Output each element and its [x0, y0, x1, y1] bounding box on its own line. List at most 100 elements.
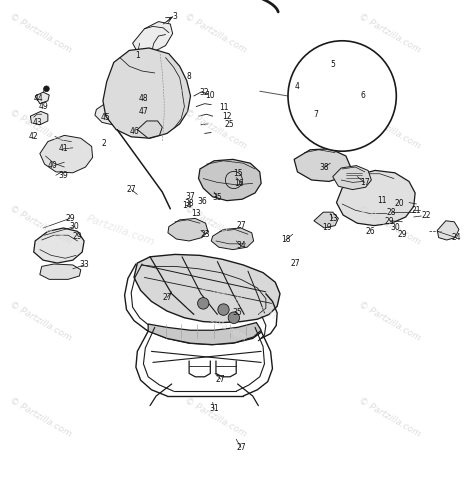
Text: 41: 41	[59, 144, 68, 153]
Polygon shape	[40, 135, 92, 173]
Text: 1: 1	[135, 51, 140, 60]
Text: 18: 18	[281, 236, 291, 244]
Text: 29: 29	[65, 214, 75, 223]
Polygon shape	[168, 218, 208, 241]
Text: © Partzilla.com: © Partzilla.com	[182, 396, 247, 439]
Polygon shape	[103, 48, 191, 138]
Text: 27: 27	[236, 221, 246, 230]
Text: 32: 32	[200, 88, 210, 96]
Circle shape	[288, 41, 396, 151]
Text: © Partzilla.com: © Partzilla.com	[182, 300, 247, 343]
Text: 24: 24	[451, 233, 461, 242]
Text: © Partzilla.com: © Partzilla.com	[357, 396, 422, 439]
Text: 34: 34	[236, 241, 246, 250]
Text: 13: 13	[328, 214, 337, 223]
Text: 15: 15	[233, 169, 242, 178]
Text: 36: 36	[197, 197, 207, 206]
Polygon shape	[438, 221, 459, 240]
Text: 31: 31	[209, 405, 219, 413]
Text: 26: 26	[365, 227, 375, 236]
Text: © Partzilla.com: © Partzilla.com	[8, 396, 73, 439]
Text: 14: 14	[182, 201, 191, 210]
Text: 42: 42	[29, 132, 38, 141]
Text: 3: 3	[173, 12, 177, 21]
Text: 28: 28	[387, 208, 396, 216]
Text: © Partzilla.com: © Partzilla.com	[182, 204, 247, 247]
Polygon shape	[333, 166, 371, 190]
Text: 2: 2	[102, 140, 107, 148]
Polygon shape	[34, 228, 84, 263]
Text: 33: 33	[79, 261, 89, 269]
Text: 12: 12	[222, 112, 231, 120]
Text: 8: 8	[187, 72, 191, 81]
Text: 39: 39	[58, 171, 68, 180]
Text: © Partzilla.com: © Partzilla.com	[8, 12, 73, 55]
Polygon shape	[199, 159, 261, 201]
Text: 44: 44	[34, 94, 43, 103]
Text: 49: 49	[38, 102, 48, 111]
Text: 11: 11	[219, 104, 229, 112]
Circle shape	[228, 312, 239, 324]
Text: 4: 4	[295, 82, 300, 91]
Text: 38: 38	[184, 200, 194, 208]
Text: 30: 30	[390, 224, 400, 232]
Text: 38: 38	[319, 163, 329, 171]
Text: 40: 40	[48, 161, 57, 170]
Text: 47: 47	[138, 107, 148, 116]
Text: 29: 29	[398, 230, 407, 239]
Polygon shape	[137, 121, 162, 138]
Polygon shape	[211, 228, 254, 250]
Text: © Partzilla.com: © Partzilla.com	[357, 108, 422, 151]
Text: 35: 35	[233, 309, 243, 317]
Text: © Partzilla.com: © Partzilla.com	[357, 300, 422, 343]
Text: 6: 6	[361, 92, 366, 100]
Text: 43: 43	[32, 118, 42, 127]
Polygon shape	[314, 212, 338, 228]
Text: © Partzilla.com: © Partzilla.com	[8, 204, 73, 247]
Text: © Partzilla.com: © Partzilla.com	[357, 204, 422, 247]
Text: 27: 27	[290, 259, 300, 267]
Text: 27: 27	[162, 293, 172, 302]
Text: 27: 27	[236, 443, 246, 452]
Text: 5: 5	[330, 60, 335, 69]
Text: 37: 37	[186, 192, 195, 201]
Text: 16: 16	[234, 180, 243, 188]
Text: 11: 11	[377, 196, 387, 205]
Text: Partzilla.com: Partzilla.com	[85, 214, 156, 247]
Text: 10: 10	[206, 92, 215, 100]
Text: 21: 21	[412, 206, 421, 215]
Text: 25: 25	[224, 120, 234, 129]
Text: Partzilla.com: Partzilla.com	[199, 283, 279, 322]
Text: 35: 35	[212, 193, 222, 202]
Text: © Partzilla.com: © Partzilla.com	[182, 108, 247, 151]
Text: 23: 23	[201, 230, 210, 239]
Polygon shape	[294, 149, 351, 181]
Text: 46: 46	[130, 128, 140, 136]
Text: 30: 30	[70, 222, 80, 231]
Text: 19: 19	[322, 223, 332, 232]
Polygon shape	[35, 92, 49, 104]
Polygon shape	[40, 264, 81, 279]
Text: 27: 27	[216, 375, 226, 384]
Circle shape	[44, 86, 49, 92]
Text: 45: 45	[101, 113, 110, 122]
Polygon shape	[134, 254, 280, 323]
Text: 29: 29	[73, 232, 82, 240]
Text: 13: 13	[191, 209, 201, 218]
Text: 20: 20	[395, 200, 404, 208]
Polygon shape	[95, 101, 136, 126]
Text: 22: 22	[421, 212, 431, 220]
Polygon shape	[30, 111, 48, 125]
Text: © Partzilla.com: © Partzilla.com	[8, 300, 73, 343]
Text: 17: 17	[360, 178, 370, 187]
Text: 48: 48	[138, 94, 148, 103]
Text: © Partzilla.com: © Partzilla.com	[357, 12, 422, 55]
Text: 29: 29	[384, 217, 394, 226]
Circle shape	[198, 298, 209, 309]
Text: 27: 27	[127, 185, 136, 194]
Circle shape	[218, 304, 229, 315]
Polygon shape	[337, 170, 415, 226]
Polygon shape	[133, 22, 173, 53]
Text: 7: 7	[314, 110, 319, 119]
Text: © Partzilla.com: © Partzilla.com	[182, 12, 247, 55]
